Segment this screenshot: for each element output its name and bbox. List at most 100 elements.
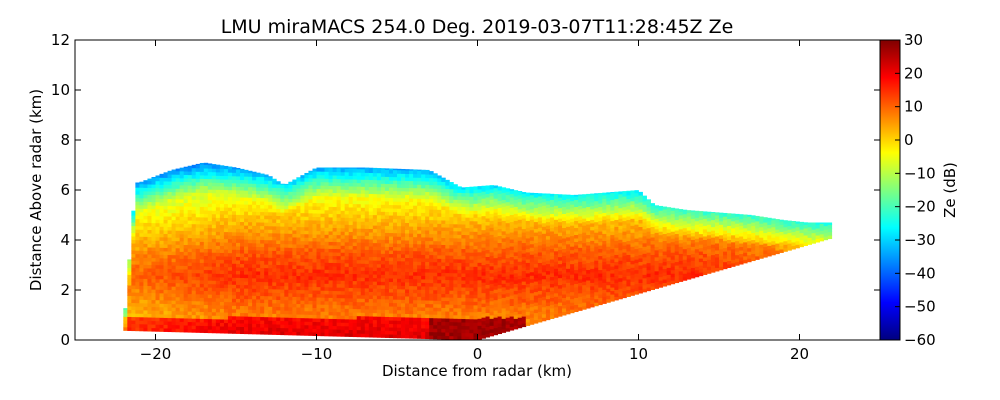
echo-cell: [433, 279, 438, 284]
echo-cell: [449, 332, 454, 337]
echo-cell: [203, 185, 209, 190]
echo-cell: [513, 255, 519, 260]
echo-cell: [320, 223, 325, 228]
echo-cell: [175, 181, 181, 186]
echo-cell: [497, 211, 503, 216]
echo-cell: [453, 276, 458, 281]
echo-cell: [441, 321, 446, 326]
echo-cell: [131, 320, 136, 325]
echo-cell: [155, 303, 160, 308]
echo-cell: [413, 331, 418, 336]
echo-cell: [553, 194, 559, 196]
echo-cell: [549, 301, 555, 305]
echo-cell: [300, 184, 305, 189]
echo-cell: [211, 175, 217, 180]
echo-cell: [236, 284, 241, 289]
echo-cell: [501, 311, 507, 316]
echo-cell: [207, 227, 213, 232]
echo-cell: [131, 295, 136, 300]
echo-cell: [175, 272, 181, 277]
echo-cell: [288, 250, 293, 255]
echo-cell: [264, 211, 269, 216]
echo-cell: [296, 314, 301, 319]
echo-cell: [570, 295, 575, 300]
echo-cell: [485, 302, 490, 306]
echo-cell: [143, 194, 148, 199]
echo-cell: [231, 273, 237, 278]
echo-cell: [240, 274, 245, 279]
echo-cell: [384, 285, 390, 289]
echo-cell: [372, 167, 378, 170]
echo-cell: [328, 203, 333, 207]
echo-cell: [384, 176, 390, 181]
echo-cell: [545, 312, 551, 317]
echo-cell: [497, 221, 503, 226]
echo-cell: [215, 220, 221, 225]
echo-cell: [231, 167, 237, 170]
echo-cell: [272, 243, 277, 248]
echo-cell: [219, 273, 225, 278]
echo-cell: [324, 167, 329, 172]
echo-cell: [489, 209, 494, 214]
echo-cell: [513, 206, 519, 211]
echo-cell: [356, 329, 362, 334]
echo-cell: [405, 170, 410, 174]
echo-cell: [203, 192, 209, 197]
echo-cell: [264, 313, 269, 318]
echo-cell: [231, 301, 237, 306]
echo-cell: [139, 211, 144, 216]
echo-cell: [219, 298, 225, 302]
echo-cell: [517, 257, 523, 262]
echo-cell: [139, 327, 144, 332]
echo-cell: [469, 315, 474, 320]
echo-cell: [135, 327, 140, 332]
echo-cell: [509, 263, 515, 268]
echo-cell: [501, 307, 507, 312]
echo-cell: [473, 255, 478, 260]
echo-cell: [493, 289, 499, 294]
echo-cell: [332, 269, 338, 274]
echo-cell: [340, 318, 346, 323]
echo-cell: [545, 239, 551, 244]
echo-cell: [537, 227, 543, 232]
echo-cell: [413, 226, 418, 231]
echo-cell: [457, 318, 462, 323]
echo-cell: [131, 215, 136, 220]
echo-cell: [481, 198, 486, 203]
echo-cell: [348, 210, 354, 215]
echo-cell: [384, 271, 390, 275]
echo-cell: [356, 273, 362, 278]
echo-cell: [425, 212, 430, 217]
echo-cell: [529, 299, 535, 304]
echo-cell: [533, 228, 539, 233]
echo-cell: [340, 290, 346, 295]
echo-cell: [566, 243, 571, 248]
echo-cell: [461, 238, 466, 243]
echo-cell: [264, 243, 269, 248]
echo-cell: [537, 238, 543, 242]
echo-cell: [384, 239, 390, 244]
echo-cell: [566, 208, 571, 213]
echo-cell: [380, 323, 386, 328]
echo-cell: [211, 199, 217, 204]
echo-cell: [541, 310, 547, 315]
echo-cell: [372, 312, 378, 317]
echo-cell: [553, 282, 559, 287]
echo-cell: [549, 193, 555, 197]
echo-cell: [284, 296, 289, 301]
echo-cell: [405, 292, 410, 297]
echo-cell: [328, 329, 333, 333]
echo-cell: [256, 239, 261, 244]
echo-cell: [300, 198, 305, 203]
echo-cell: [256, 278, 261, 282]
echo-cell: [151, 327, 156, 332]
echo-cell: [155, 278, 160, 283]
echo-cell: [191, 286, 197, 291]
echo-cell: [147, 296, 152, 301]
echo-cell: [356, 235, 362, 240]
echo-cell: [131, 299, 136, 304]
echo-cell: [497, 246, 503, 251]
echo-cell: [264, 274, 269, 279]
echo-cell: [308, 195, 313, 200]
echo-cell: [513, 259, 519, 263]
